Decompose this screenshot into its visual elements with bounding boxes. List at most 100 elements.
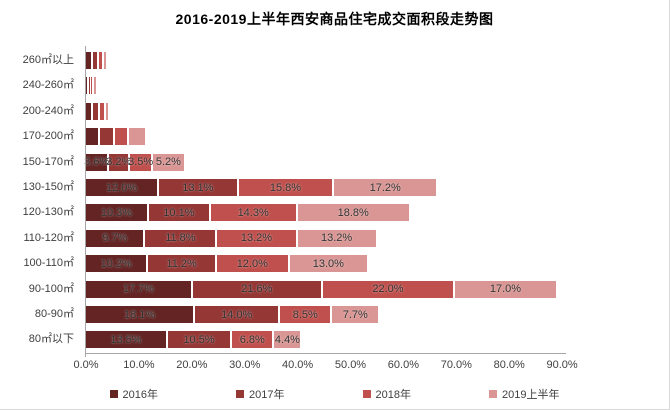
bar-segment: 12.0% [86,179,158,196]
bar-segment: 13.2% [297,229,376,247]
bar-row [86,102,108,120]
y-axis-label: 120-130㎡ [22,206,74,219]
bar-value-label: 13.5% [110,333,142,346]
bar-segment [93,102,99,120]
bar-segment: 18.8% [297,204,409,222]
bar-segment [93,77,96,95]
x-axis-tick-label: 80.0% [493,359,525,371]
bar-value-label: 5.2% [155,156,181,169]
bar-value-label: 10.5% [183,333,215,346]
bar-value-label: 9.7% [102,232,128,245]
bar-value-label: 4.4% [274,333,300,346]
bar-segment: 21.6% [192,280,321,298]
y-axis-label: 200-240㎡ [22,104,74,117]
legend-swatch-icon [488,390,497,398]
bar-row: 13.5% 10.5% 6.8% 4.4% [86,331,301,349]
bar-segment: 17.2% [334,179,437,196]
bar-segment [100,128,114,146]
bar-row [86,52,106,69]
bar-row: 17.7% 21.6% 22.0% 17.0% [86,280,556,298]
y-axis-line [85,46,86,354]
bar-segment: 11.8% [145,229,216,247]
legend-swatch-icon [362,390,371,398]
chart-title: 2016-2019上半年西安商品住宅成交面积段走势图 [175,11,494,27]
bar-segment: 13.5% [86,331,166,349]
bar-segment: 8.5% [280,306,331,323]
x-axis-origin-tick [85,353,86,357]
legend-label: 2018年 [375,389,411,401]
bar-value-label: 8.5% [292,308,318,321]
bar-segment: 13.0% [289,255,367,273]
bar-segment: 13.1% [159,179,237,196]
bar-segment: 22.0% [322,280,454,298]
legend-item: 2018年 [362,386,411,402]
bar-row: 12.0% 13.1% 15.8% 17.2% [86,179,437,196]
bar-value-label: 17.0% [489,283,522,296]
y-axis-label: 80-90㎡ [34,308,74,320]
legend-swatch-icon [236,390,245,398]
bar-segment [88,77,90,95]
bar-value-label: 3.2% [106,156,132,169]
bar-value-label: 6.8% [239,333,265,346]
legend-label: 2017年 [249,389,285,401]
x-axis-tick-label: 40.0% [281,359,314,371]
bar-value-label: 3.5% [128,156,154,169]
bar-segment: 17.7% [86,280,191,298]
y-axis-label: 240-260㎡ [22,79,74,92]
bar-segment: 4.4% [274,331,301,349]
bar-value-label: 10.3% [100,206,133,219]
bar-segment: 3.5% [128,153,154,171]
bar-value-label: 12.0% [105,181,138,194]
bar-segment [100,102,104,120]
bar-segment: 14.3% [210,204,296,222]
bar-segment: 7.7% [332,306,379,323]
bar-segment: 13.2% [217,229,296,247]
bar-segment [104,52,106,69]
bar-segment [99,52,103,69]
bar-value-label: 10.1% [163,206,195,219]
x-axis-tick-label: 0.0% [73,359,99,371]
bar-value-label: 10.2% [100,257,132,270]
y-axis-label: 260㎡以上 [22,54,74,66]
bar-value-label: 14.0% [221,308,253,321]
x-axis-tick-label: 10.0% [123,359,155,371]
bar-segment: 11.2% [148,255,215,273]
bar-segment: 15.8% [238,179,333,196]
bar-segment [115,128,128,146]
legend-label: 2016年 [122,389,159,401]
x-axis-line [85,353,566,354]
bar-value-label: 18.8% [337,206,369,219]
y-axis-label: 80㎡以下 [28,333,74,346]
bar-value-label: 14.3% [237,206,269,219]
x-axis-tick-label: 50.0% [334,359,367,371]
legend-swatch-icon [109,390,118,398]
bar-segment [86,77,87,95]
legend-item: 2017年 [236,386,285,402]
bar-segment [91,77,92,95]
bar-segment [105,102,108,120]
bar-row [86,77,96,95]
bar-segment: 17.0% [455,280,556,298]
bar-segment: 18.1% [86,306,194,323]
bar-segment [86,52,92,69]
legend-label: 2019上半年 [501,389,560,401]
bar-segment [93,52,98,69]
bar-value-label: 13.2% [240,232,273,245]
bar-value-label: 7.7% [342,308,368,321]
bar-segment: 10.3% [86,204,147,222]
x-axis-tick-label: 20.0% [176,359,208,371]
bar-segment: 3.2% [106,153,132,171]
bar-value-label: 11.8% [165,232,196,245]
y-axis-label: 150-170㎡ [22,155,74,168]
bar-segment [129,128,145,146]
x-axis-tick-label: 60.0% [387,359,419,371]
bar-value-label: 12.0% [236,257,268,270]
bar-value-label: 13.0% [312,257,344,270]
bar-segment [86,128,99,146]
y-axis-label: 90-100㎡ [28,282,74,295]
bar-row: 18.1% 14.0% 8.5% 7.7% [86,306,379,323]
bar-segment: 5.2% [152,153,184,171]
legend-item: 2016年 [109,386,159,402]
bar-segment: 12.0% [216,255,288,273]
